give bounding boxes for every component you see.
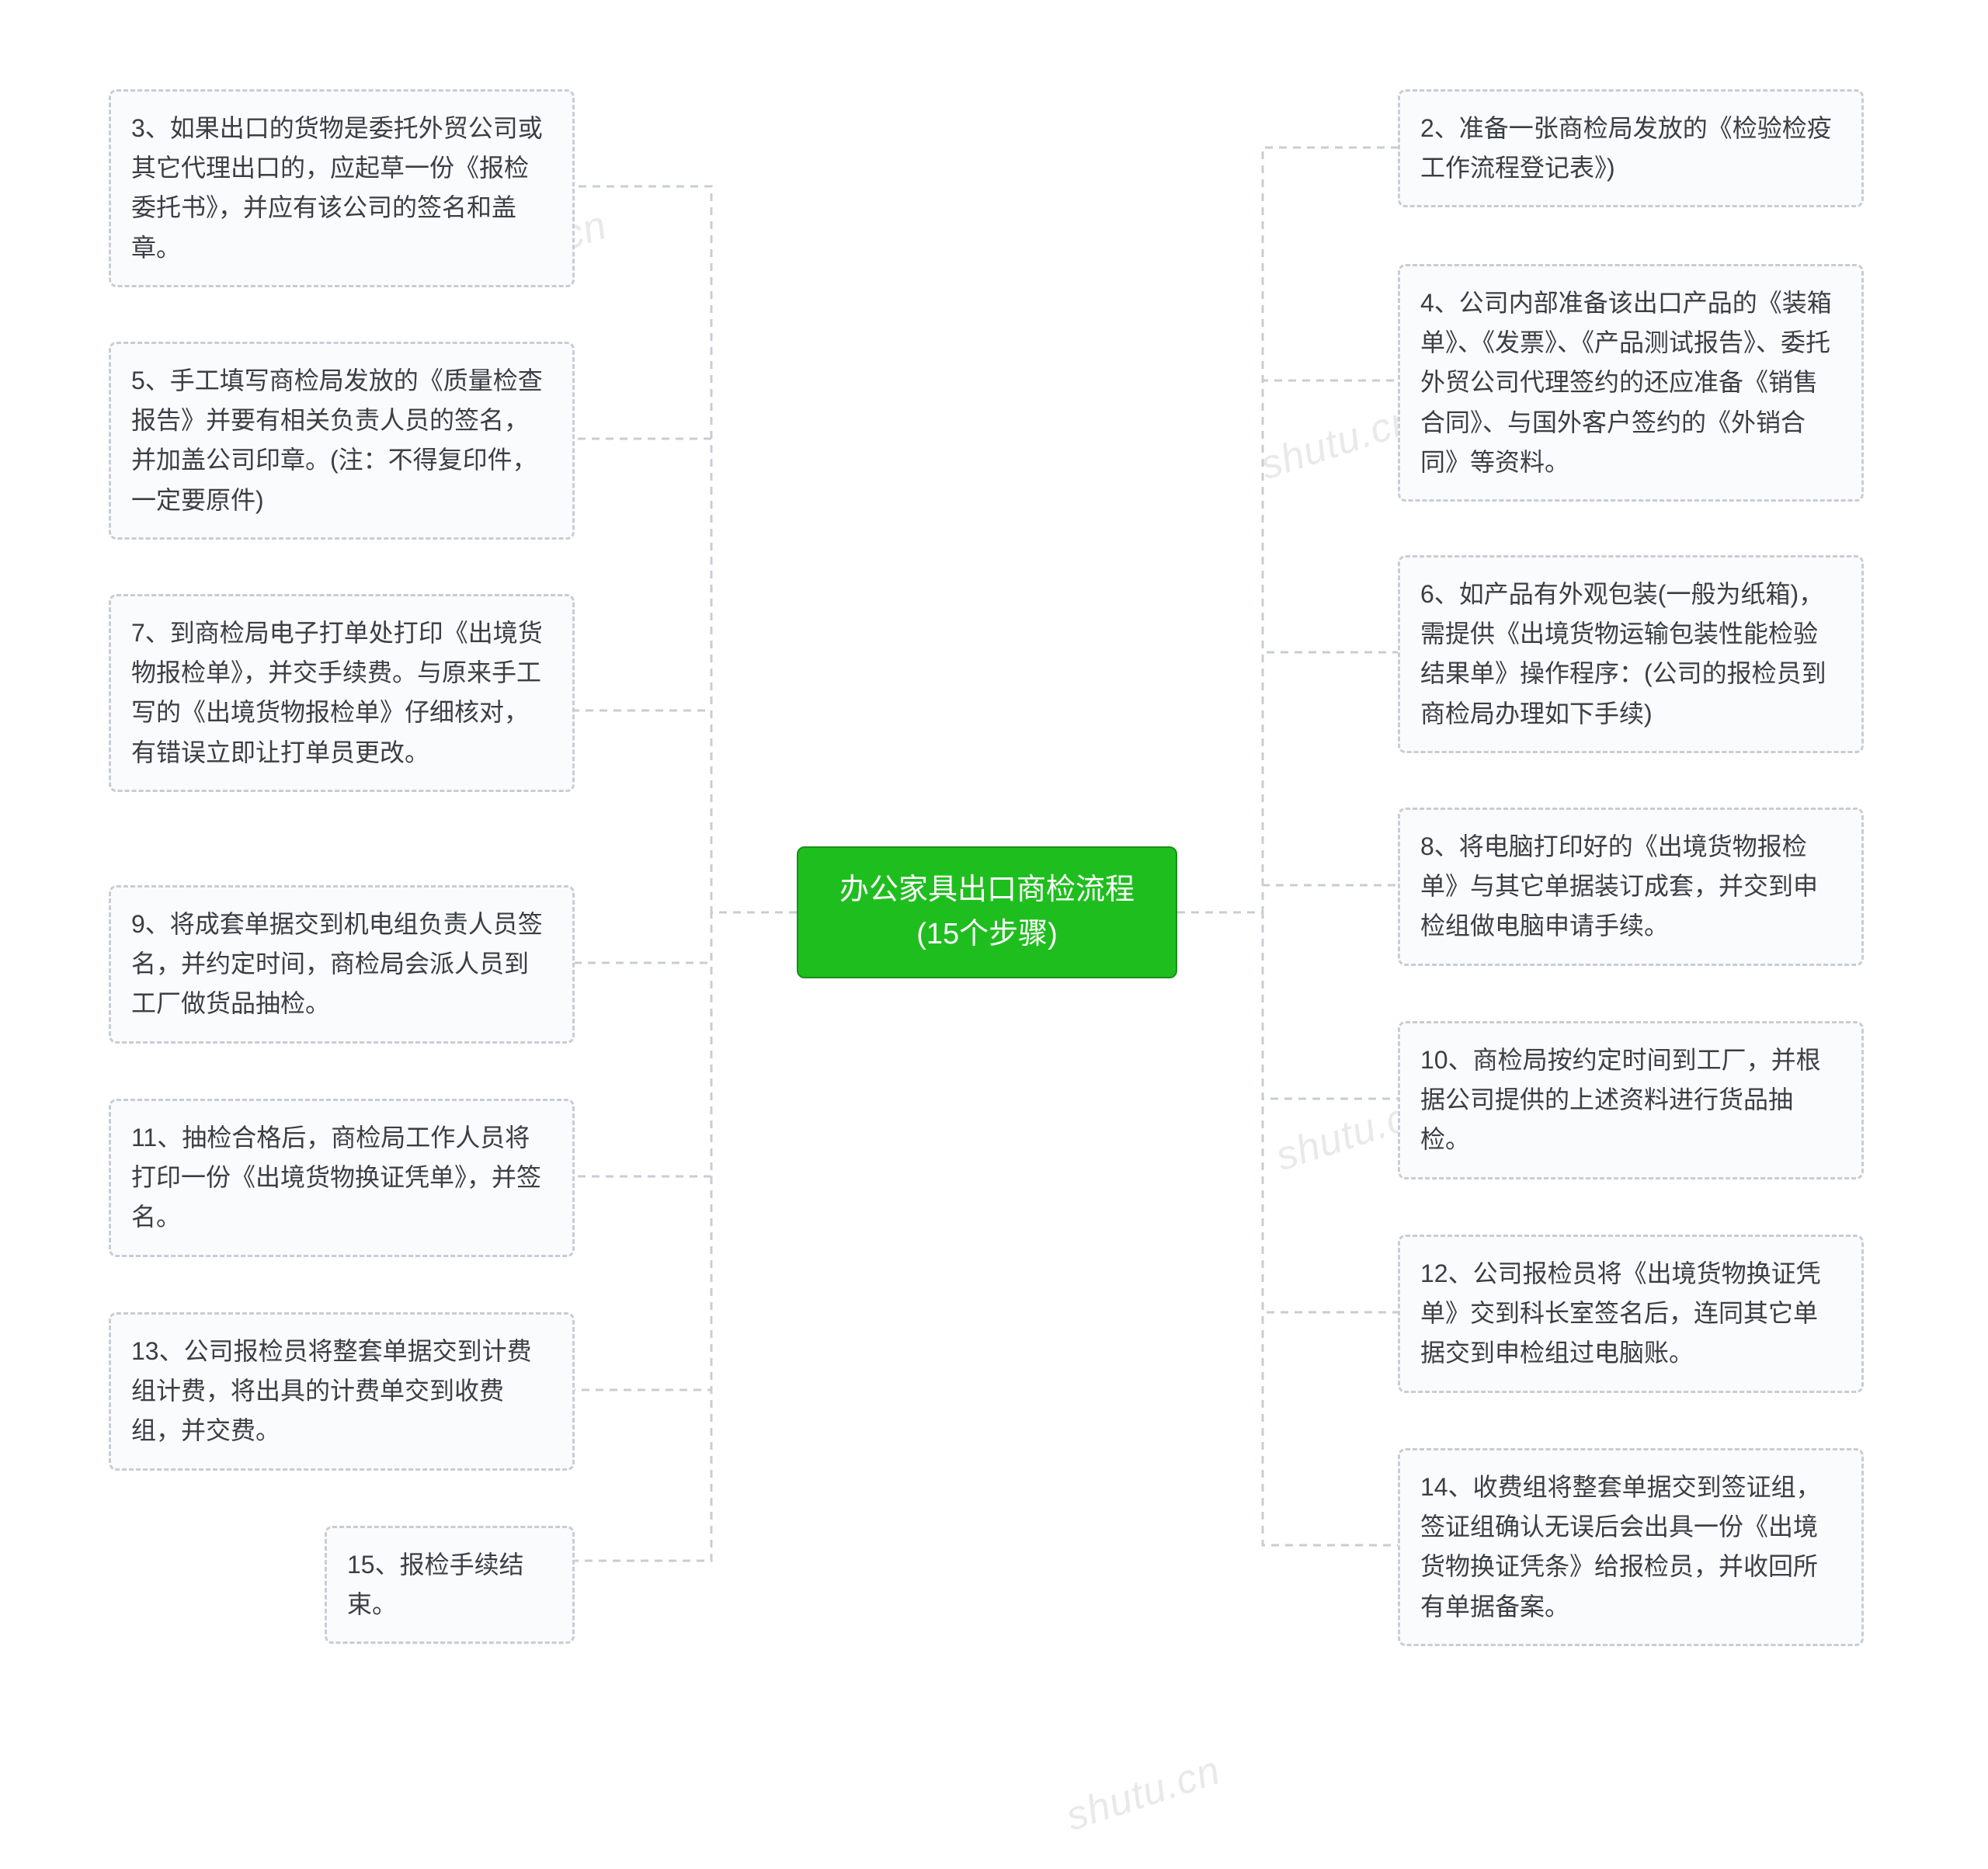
connector (1177, 148, 1398, 912)
connector (1177, 885, 1398, 912)
connector (575, 439, 797, 912)
branch-node-label: 13、公司报检员将整套单据交到计费组计费，将出具的计费单交到收费组，并交费。 (131, 1337, 532, 1444)
branch-node-n8: 8、将电脑打印好的《出境货物报检单》与其它单据装订成套，并交到申检组做电脑申请手… (1398, 808, 1864, 966)
watermark: shutu.cn (1061, 1747, 1226, 1840)
branch-node-n14: 14、收费组将整套单据交到签证组，签证组确认无误后会出具一份《出境货物换证凭条》… (1398, 1448, 1864, 1646)
connector (1177, 380, 1398, 912)
branch-node-label: 12、公司报检员将《出境货物换证凭单》交到科长室签名后，连同其它单据交到申检组过… (1420, 1259, 1821, 1367)
center-node: 办公家具出口商检流程(15个步骤) (797, 846, 1177, 978)
branch-node-n5: 5、手工填写商检局发放的《质量检查报告》并要有相关负责人员的签名，并加盖公司印章… (109, 342, 575, 540)
connector (575, 710, 797, 912)
branch-node-label: 8、将电脑打印好的《出境货物报检单》与其它单据装订成套，并交到申检组做电脑申请手… (1420, 832, 1818, 940)
branch-node-n7: 7、到商检局电子打单处打印《出境货物报检单》，并交手续费。与原来手工写的《出境货… (109, 594, 575, 792)
branch-node-n3: 3、如果出口的货物是委托外贸公司或其它代理出口的，应起草一份《报检委托书》，并应… (109, 89, 575, 287)
center-node-label: 办公家具出口商检流程(15个步骤) (825, 868, 1149, 957)
branch-node-label: 9、将成套单据交到机电组负责人员签名，并约定时间，商检局会派人员到工厂做货品抽检… (131, 910, 543, 1017)
branch-node-n11: 11、抽检合格后，商检局工作人员将打印一份《出境货物换证凭单》，并签名。 (109, 1099, 575, 1257)
branch-node-label: 14、收费组将整套单据交到签证组，签证组确认无误后会出具一份《出境货物换证凭条》… (1420, 1473, 1821, 1621)
branch-node-label: 5、手工填写商检局发放的《质量检查报告》并要有相关负责人员的签名，并加盖公司印章… (131, 367, 543, 514)
branch-node-n13: 13、公司报检员将整套单据交到计费组计费，将出具的计费单交到收费组，并交费。 (109, 1312, 575, 1471)
branch-node-label: 4、公司内部准备该出口产品的《装箱单》、《发票》、《产品测试报告》、委托外贸公司… (1420, 289, 1832, 476)
branch-node-n15: 15、报检手续结束。 (325, 1526, 575, 1644)
branch-node-label: 3、如果出口的货物是委托外贸公司或其它代理出口的，应起草一份《报检委托书》，并应… (131, 114, 543, 262)
branch-node-label: 10、商检局按约定时间到工厂，并根据公司提供的上述资料进行货品抽检。 (1420, 1046, 1821, 1153)
connector (575, 912, 797, 1176)
branch-node-label: 11、抽检合格后，商检局工作人员将打印一份《出境货物换证凭单》，并签名。 (131, 1124, 541, 1231)
watermark: shutu.cn (1255, 396, 1420, 489)
connector (575, 912, 797, 963)
connector (575, 912, 797, 1561)
connector (1177, 912, 1398, 1099)
branch-node-label: 15、报检手续结束。 (347, 1551, 524, 1618)
connector (575, 912, 797, 1390)
branch-node-label: 2、准备一张商检局发放的《检验检疫工作流程登记表》) (1420, 114, 1832, 182)
branch-node-n12: 12、公司报检员将《出境货物换证凭单》交到科长室签名后，连同其它单据交到申检组过… (1398, 1235, 1864, 1393)
connector (1177, 912, 1398, 1312)
branch-node-label: 6、如产品有外观包装(一般为纸箱)，需提供《出境货物运输包装性能检验结果单》操作… (1420, 580, 1826, 728)
connector (1177, 912, 1398, 1545)
branch-node-n2: 2、准备一张商检局发放的《检验检疫工作流程登记表》) (1398, 89, 1864, 207)
connector (575, 186, 797, 912)
branch-node-n10: 10、商检局按约定时间到工厂，并根据公司提供的上述资料进行货品抽检。 (1398, 1021, 1864, 1179)
branch-node-n9: 9、将成套单据交到机电组负责人员签名，并约定时间，商检局会派人员到工厂做货品抽检… (109, 885, 575, 1044)
connector (1177, 652, 1398, 912)
branch-node-n4: 4、公司内部准备该出口产品的《装箱单》、《发票》、《产品测试报告》、委托外贸公司… (1398, 264, 1864, 502)
branch-node-label: 7、到商检局电子打单处打印《出境货物报检单》，并交手续费。与原来手工写的《出境货… (131, 619, 543, 766)
branch-node-n6: 6、如产品有外观包装(一般为纸箱)，需提供《出境货物运输包装性能检验结果单》操作… (1398, 555, 1864, 753)
